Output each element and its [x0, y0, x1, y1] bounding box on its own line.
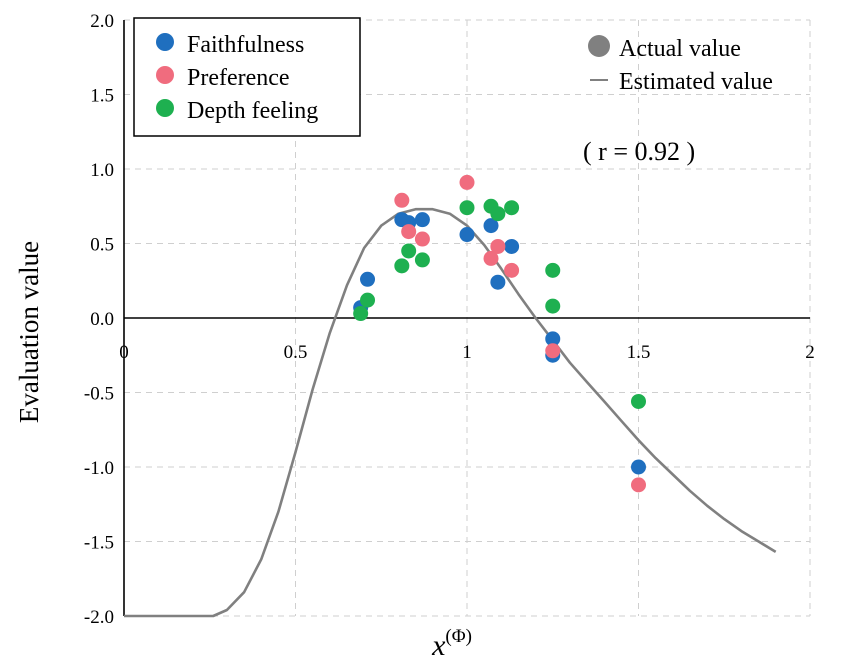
x-tick-label-0: 0	[119, 342, 129, 363]
point-preference-8	[631, 477, 646, 493]
series-legend: Faithfulness Preference Depth feeling	[133, 17, 361, 137]
point-faithfulness-8	[504, 238, 520, 254]
point-preference-7	[545, 343, 561, 359]
legend-label-preference: Preference	[187, 65, 290, 91]
correlation-annotation: ( r = 0.92 )	[583, 137, 695, 166]
x-tick-label-1: 0.5	[284, 342, 308, 363]
point-faithfulness-11	[631, 459, 646, 475]
point-faithfulness-1	[360, 271, 376, 287]
point-depth-feeling-2	[394, 258, 410, 274]
legend-label-estimated-value: Estimated value	[619, 69, 773, 95]
point-preference-1	[401, 224, 417, 240]
point-faithfulness-7	[490, 274, 506, 290]
point-depth-feeling-11	[631, 393, 646, 409]
point-preference-2	[414, 231, 430, 247]
y-tick-label-1: 1.5	[90, 86, 114, 107]
point-depth-feeling-5	[459, 200, 475, 216]
estimated-curve	[124, 207, 777, 618]
point-depth-feeling-8	[504, 200, 520, 216]
point-depth-feeling-4	[414, 252, 430, 268]
legend-label-actual-value: Actual value	[619, 36, 741, 62]
point-preference-0	[394, 192, 410, 208]
point-faithfulness-6	[483, 218, 499, 234]
y-tick-label-2: 1.0	[90, 160, 114, 181]
legend-marker-actual-value	[588, 35, 610, 57]
y-tick-label-3: 0.5	[90, 235, 114, 256]
point-preference-6	[504, 262, 520, 278]
point-depth-feeling-10	[545, 298, 561, 314]
y-axis-title: Evaluation value	[14, 241, 44, 423]
point-faithfulness-5	[459, 227, 475, 243]
point-preference-3	[459, 174, 475, 190]
y-tick-label-5: -0.5	[84, 384, 114, 405]
x-tick-label-3: 1.5	[627, 342, 651, 363]
x-tick-label-2: 1	[462, 342, 472, 363]
point-preference-4	[483, 250, 499, 266]
point-depth-feeling-0	[353, 306, 369, 322]
legend-marker-preference	[156, 66, 174, 84]
legend-label-faithfulness: Faithfulness	[187, 32, 304, 58]
y-tick-label-8: -2.0	[84, 607, 114, 628]
point-depth-feeling-9	[545, 262, 561, 278]
y-tick-label-0: 2.0	[90, 11, 114, 32]
y-tick-label-4: 0.0	[90, 309, 114, 330]
point-faithfulness-9	[545, 331, 561, 347]
x-axis-title-variable: x	[431, 629, 446, 662]
x-axis-title: x(Φ)	[431, 626, 472, 662]
x-axis-title-superscript: (Φ)	[445, 626, 472, 647]
estimated-curve-layer	[124, 207, 777, 618]
tick-labels: 2.0 1.5 1.0 0.5 0.0 -0.5 -1.0 -1.5 -2.0 0 0.5 1 1.5 2	[84, 11, 815, 628]
legend-label-depth-feeling: Depth feeling	[187, 98, 318, 124]
point-depth-feeling-7	[490, 206, 506, 222]
point-depth-feeling-1	[360, 292, 376, 308]
point-preference-5	[490, 238, 506, 254]
x-tick-label-4: 2	[805, 342, 815, 363]
point-faithfulness-4	[414, 212, 430, 228]
style-legend: Actual value Estimated value	[588, 35, 773, 95]
point-depth-feeling-3	[401, 243, 417, 259]
y-tick-label-7: -1.5	[84, 533, 114, 554]
data-points	[353, 174, 646, 493]
axes	[123, 20, 810, 616]
legend-marker-faithfulness	[156, 33, 174, 51]
legend-marker-depth-feeling	[156, 99, 174, 117]
y-tick-label-6: -1.0	[84, 458, 114, 479]
